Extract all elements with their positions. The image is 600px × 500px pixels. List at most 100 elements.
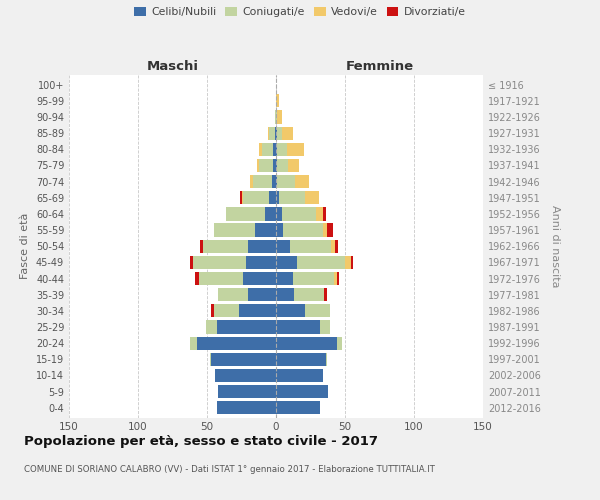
Bar <box>217 320 276 334</box>
Bar <box>277 126 281 140</box>
Bar <box>277 110 281 124</box>
Bar <box>268 126 269 140</box>
Bar <box>262 142 273 156</box>
Bar <box>248 288 276 302</box>
Bar <box>276 224 283 236</box>
Bar <box>241 191 243 204</box>
Bar <box>226 208 265 220</box>
Bar <box>296 256 345 269</box>
Bar <box>276 191 279 204</box>
Bar <box>275 110 276 124</box>
Bar <box>259 142 262 156</box>
Bar <box>276 272 293 285</box>
Bar <box>276 288 294 302</box>
Bar <box>206 320 217 334</box>
Bar <box>210 352 211 366</box>
Y-axis label: Anni di nascita: Anni di nascita <box>550 205 560 288</box>
Bar <box>256 224 276 236</box>
Bar <box>276 142 277 156</box>
Bar <box>276 401 320 414</box>
Bar <box>275 126 276 140</box>
Bar <box>269 191 276 204</box>
Bar <box>293 272 334 285</box>
Bar <box>276 336 337 350</box>
Bar <box>334 272 337 285</box>
Text: Femmine: Femmine <box>346 60 413 74</box>
Legend: Celibi/Nubili, Coniugati/e, Vedovi/e, Divorziati/e: Celibi/Nubili, Coniugati/e, Vedovi/e, Di… <box>130 3 470 22</box>
Bar <box>276 94 279 108</box>
Bar <box>323 208 326 220</box>
Bar <box>190 336 197 350</box>
Text: Maschi: Maschi <box>146 60 199 74</box>
Bar <box>337 336 342 350</box>
Bar <box>323 224 327 236</box>
Bar <box>214 224 256 236</box>
Bar <box>277 159 289 172</box>
Bar <box>331 240 335 253</box>
Bar <box>276 352 326 366</box>
Text: Popolazione per età, sesso e stato civile - 2017: Popolazione per età, sesso e stato civil… <box>24 435 378 448</box>
Bar <box>239 304 276 318</box>
Bar <box>215 369 276 382</box>
Bar <box>277 175 295 188</box>
Bar <box>211 304 214 318</box>
Bar <box>250 175 253 188</box>
Bar <box>287 142 304 156</box>
Bar <box>320 320 330 334</box>
Bar <box>326 352 327 366</box>
Bar <box>305 191 319 204</box>
Bar <box>214 304 239 318</box>
Bar <box>269 126 275 140</box>
Bar <box>253 175 272 188</box>
Bar <box>327 224 332 236</box>
Bar <box>290 240 331 253</box>
Bar <box>203 240 248 253</box>
Text: COMUNE DI SORIANO CALABRO (VV) - Dati ISTAT 1° gennaio 2017 - Elaborazione TUTTI: COMUNE DI SORIANO CALABRO (VV) - Dati IS… <box>24 465 435 474</box>
Bar <box>316 208 323 220</box>
Bar <box>289 159 299 172</box>
Bar <box>276 159 277 172</box>
Bar <box>197 336 276 350</box>
Bar <box>294 288 325 302</box>
Bar <box>283 224 323 236</box>
Bar <box>240 191 241 204</box>
Bar <box>218 288 248 302</box>
Bar <box>276 208 281 220</box>
Bar <box>281 208 316 220</box>
Bar <box>276 175 277 188</box>
Bar <box>325 288 327 302</box>
Bar <box>345 256 350 269</box>
Bar <box>335 240 338 253</box>
Bar <box>337 272 340 285</box>
Bar <box>190 256 193 269</box>
Bar <box>276 240 290 253</box>
Bar <box>272 175 276 188</box>
Bar <box>295 175 309 188</box>
Bar <box>243 191 269 204</box>
Bar <box>194 272 199 285</box>
Bar <box>350 256 353 269</box>
Y-axis label: Fasce di età: Fasce di età <box>20 213 30 280</box>
Bar <box>245 256 276 269</box>
Bar <box>243 272 276 285</box>
Bar <box>279 191 305 204</box>
Bar <box>276 385 328 398</box>
Bar <box>276 304 305 318</box>
Bar <box>276 320 320 334</box>
Bar <box>199 272 243 285</box>
Bar <box>257 159 259 172</box>
Bar <box>281 126 293 140</box>
Bar <box>217 401 276 414</box>
Bar <box>273 159 276 172</box>
Bar <box>218 385 276 398</box>
Bar <box>276 110 277 124</box>
Bar <box>200 240 203 253</box>
Bar <box>276 369 323 382</box>
Bar <box>248 240 276 253</box>
Bar <box>305 304 330 318</box>
Bar <box>277 142 287 156</box>
Bar <box>276 256 296 269</box>
Bar <box>193 256 245 269</box>
Bar <box>211 352 276 366</box>
Bar <box>273 142 276 156</box>
